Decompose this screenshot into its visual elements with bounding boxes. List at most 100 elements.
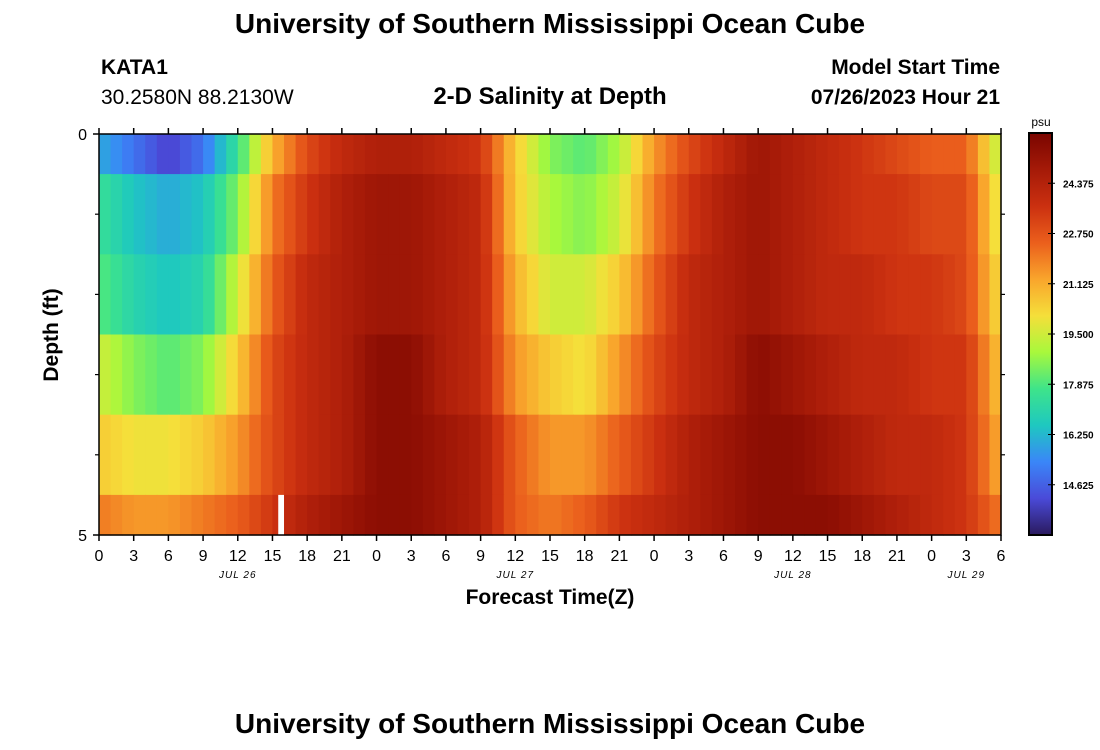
heatmap-cell xyxy=(758,494,771,536)
heatmap-cell xyxy=(769,134,782,175)
heatmap-cell xyxy=(573,414,586,496)
heatmap-cell xyxy=(179,494,193,536)
heatmap-cell xyxy=(792,254,806,336)
heatmap-cell xyxy=(260,334,274,416)
heatmap-cell xyxy=(388,134,401,175)
heatmap-cell xyxy=(469,254,482,336)
x-tick-label: 9 xyxy=(754,548,763,565)
heatmap-cell xyxy=(480,134,493,175)
heatmap-cell xyxy=(815,494,829,536)
heatmap-cell xyxy=(966,134,979,175)
heatmap-cell xyxy=(469,334,482,416)
heatmap-cell xyxy=(711,174,725,255)
heatmap-cell xyxy=(503,174,516,255)
colorbar-tick-label: 19.500 xyxy=(1063,330,1094,341)
heatmap-cell xyxy=(399,494,412,536)
heatmap-cell xyxy=(249,334,262,416)
heatmap-cell xyxy=(341,254,355,336)
heatmap-cell xyxy=(804,494,817,536)
x-tick-label: 18 xyxy=(298,548,316,565)
heatmap-cell xyxy=(677,334,690,416)
heatmap-cell xyxy=(388,174,401,255)
heatmap-cell xyxy=(388,334,401,416)
heatmap-cell xyxy=(526,174,540,255)
colorbar: psu 14.625 16.250 17.875 19.500 21.125 22.750… xyxy=(1028,115,1094,536)
heatmap-cell xyxy=(191,134,204,175)
heatmap-cell xyxy=(804,134,817,175)
heatmap-cell xyxy=(862,334,875,416)
heatmap-cell xyxy=(630,494,644,536)
heatmap-cell xyxy=(364,254,378,336)
heatmap-cell xyxy=(550,134,563,175)
heatmap-cell xyxy=(388,414,401,496)
heatmap-cell xyxy=(792,334,806,416)
heatmap-cell xyxy=(688,254,701,336)
x-tick-label: 0 xyxy=(650,548,659,565)
heatmap-cell xyxy=(827,134,840,175)
heatmap-cell xyxy=(735,334,748,416)
heatmap-cell xyxy=(596,334,609,416)
heatmap-cell xyxy=(168,334,181,416)
heatmap-cell xyxy=(769,174,782,255)
heatmap-cell xyxy=(191,414,204,496)
heatmap-cell xyxy=(688,494,701,536)
heatmap-cell xyxy=(630,134,644,175)
heatmap-cell xyxy=(457,134,470,175)
heatmap-cell xyxy=(885,174,898,255)
heatmap-cell xyxy=(226,174,239,255)
missing-data-gap xyxy=(278,494,285,535)
heatmap-cell xyxy=(746,254,759,336)
heatmap-cell xyxy=(260,414,274,496)
heatmap-cell xyxy=(920,254,933,336)
heatmap-cell xyxy=(145,334,158,416)
heatmap-cell xyxy=(746,334,759,416)
heatmap-cell xyxy=(411,174,424,255)
heatmap-cell xyxy=(249,254,262,336)
heatmap-cell xyxy=(550,254,563,336)
page-title-bottom: University of Southern Mississippi Ocean… xyxy=(234,708,866,739)
x-tick-label: 6 xyxy=(164,548,173,565)
heatmap-cell xyxy=(758,254,771,336)
heatmap-cell xyxy=(792,134,806,175)
heatmap-cell xyxy=(677,494,690,536)
heatmap-cell xyxy=(307,494,320,536)
heatmap-cell xyxy=(827,414,840,496)
heatmap-cell xyxy=(191,254,204,336)
heatmap-cell xyxy=(885,254,898,336)
heatmap-cell xyxy=(989,134,1002,175)
heatmap-cell xyxy=(642,174,655,255)
heatmap-cell xyxy=(665,134,678,175)
heatmap-cell xyxy=(133,174,146,255)
heatmap-cell xyxy=(896,174,910,255)
heatmap-cell xyxy=(908,174,921,255)
heatmap-cell xyxy=(295,174,308,255)
heatmap-cell xyxy=(341,414,355,496)
heatmap-cell xyxy=(908,254,921,336)
heatmap-cell xyxy=(850,334,863,416)
heatmap-cell xyxy=(827,334,840,416)
heatmap-cell xyxy=(145,414,158,496)
heatmap-cell xyxy=(226,334,239,416)
heatmap-cell xyxy=(457,334,470,416)
heatmap-cell xyxy=(445,414,459,496)
heatmap-cell xyxy=(214,174,227,255)
heatmap-cell xyxy=(272,334,285,416)
x-date-label: JUL 28 xyxy=(773,570,812,581)
heatmap-cell xyxy=(526,134,540,175)
heatmap-cell xyxy=(110,134,123,175)
heatmap-cell xyxy=(99,334,112,416)
heatmap-cell xyxy=(550,174,563,255)
heatmap-cell xyxy=(688,134,701,175)
heatmap-cell xyxy=(896,414,910,496)
heatmap-cell xyxy=(561,174,574,255)
heatmap-cell xyxy=(573,254,586,336)
heatmap-cell xyxy=(654,334,667,416)
heatmap-cell xyxy=(179,134,193,175)
heatmap-cell xyxy=(839,334,852,416)
heatmap-cell xyxy=(434,494,447,536)
heatmap-cell xyxy=(920,174,933,255)
heatmap-cell xyxy=(781,334,794,416)
heatmap-cell xyxy=(480,494,493,536)
heatmap-cell xyxy=(630,254,644,336)
heatmap-cell xyxy=(503,134,516,175)
